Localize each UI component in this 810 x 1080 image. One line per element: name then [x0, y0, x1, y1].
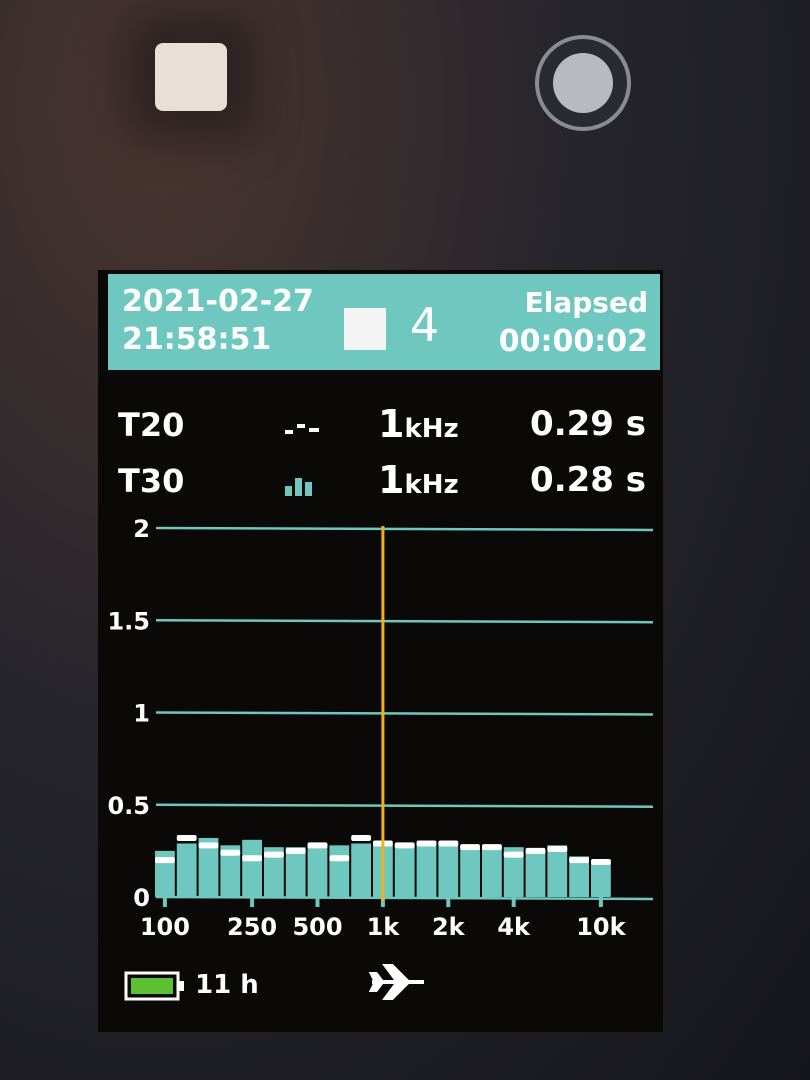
bar-t30 — [264, 847, 284, 897]
elapsed-time: 00:00:02 — [498, 324, 648, 359]
bar-t30 — [438, 841, 459, 897]
battery-icon — [124, 971, 184, 1000]
gridline — [155, 526, 654, 532]
record-button[interactable] — [535, 35, 631, 131]
x-tick-label: 500 — [292, 913, 342, 941]
y-tick-label: 2 — [133, 515, 150, 543]
marker-t20 — [482, 844, 502, 851]
airplane-mode-icon — [368, 964, 424, 1000]
bar-t30 — [220, 845, 241, 897]
battery-time: 11 h — [195, 970, 259, 1000]
gridline — [155, 803, 654, 808]
marker-t20 — [547, 846, 568, 853]
readout-value: 0.29 s — [530, 404, 646, 444]
bar-t30 — [482, 845, 502, 897]
bar-t30 — [285, 847, 306, 897]
bar-t30 — [460, 845, 480, 897]
t20-dash-marker-icon — [285, 424, 319, 434]
marker-t20 — [176, 834, 197, 841]
bar-t30 — [503, 847, 524, 897]
y-tick-label: 0 — [133, 884, 150, 912]
x-tick-label: 2k — [432, 913, 466, 941]
gridline — [155, 711, 654, 716]
stop-button[interactable] — [155, 43, 227, 111]
y-tick-label: 1.5 — [107, 607, 150, 635]
bar-t30 — [591, 860, 611, 897]
time: 21:58:51 — [122, 322, 272, 357]
marker-t20 — [264, 851, 284, 858]
readout-frequency: 1kHz — [378, 458, 459, 502]
marker-t20 — [525, 847, 546, 854]
status-header: 2021-02-27 21:58:51 4 Elapsed 00:00:02 — [108, 274, 660, 370]
bar-t30 — [569, 856, 589, 897]
marker-t20 — [198, 842, 219, 849]
frequency-value: 1 — [378, 458, 405, 502]
record-button-center — [553, 53, 613, 113]
marker-t20 — [503, 851, 524, 858]
readout-value: 0.28 s — [530, 460, 646, 500]
gridline — [155, 895, 654, 901]
bar-t30 — [547, 845, 568, 897]
bar-t30 — [351, 843, 371, 897]
y-tick-label: 1 — [133, 700, 150, 728]
marker-t20 — [569, 857, 589, 864]
marker-t20 — [285, 847, 306, 854]
marker-t20 — [351, 834, 371, 841]
marker-t20 — [591, 858, 611, 865]
marker-t20 — [438, 840, 459, 847]
reverb-time-chart: 0 0.5 1 1.5 2 100 250 500 1k 2k 4k 10k — [107, 515, 654, 941]
readout-t20: T20 1kHz 0.29 s — [118, 402, 646, 446]
marker-t20 — [329, 855, 350, 862]
gridline — [155, 619, 654, 624]
x-tick-label: 100 — [140, 913, 190, 941]
bar-t30 — [176, 843, 197, 897]
t30-bars-icon — [285, 478, 312, 496]
x-tick-label: 1k — [367, 913, 401, 941]
marker-t20 — [242, 855, 262, 862]
marker-t20 — [155, 857, 175, 864]
marker-t20 — [460, 844, 480, 851]
display-screen: 2021-02-27 21:58:51 4 Elapsed 00:00:02 T… — [98, 270, 663, 1032]
bar-t30 — [329, 845, 350, 897]
readout-frequency: 1kHz — [378, 402, 459, 446]
readout-label: T30 — [118, 462, 185, 500]
y-tick-label: 0.5 — [107, 792, 150, 820]
frequency-value: 1 — [378, 402, 405, 446]
frequency-unit: kHz — [404, 414, 459, 444]
marker-t20 — [220, 849, 241, 856]
marker-t20 — [307, 842, 328, 849]
bar-t30 — [242, 839, 262, 897]
bar-t30 — [394, 843, 415, 897]
frequency-unit: kHz — [404, 470, 459, 500]
elapsed-label: Elapsed — [524, 286, 648, 319]
marker-t20 — [416, 840, 437, 847]
x-tick-label: 10k — [576, 913, 626, 941]
footer: 11 h — [124, 964, 424, 1001]
bar-t30 — [198, 837, 219, 897]
stop-square-icon — [344, 308, 386, 350]
bar-t30 — [525, 850, 546, 897]
x-tick-label: 4k — [497, 913, 531, 941]
bar-t30 — [307, 843, 328, 897]
bar-t30 — [416, 841, 437, 897]
readout-label: T20 — [118, 406, 185, 444]
x-tick-label: 250 — [227, 913, 277, 941]
measurement-number: 4 — [410, 298, 440, 352]
readout-t30: T30 1kHz 0.28 s — [118, 458, 646, 502]
date: 2021-02-27 — [122, 284, 314, 319]
marker-t20 — [394, 842, 415, 849]
